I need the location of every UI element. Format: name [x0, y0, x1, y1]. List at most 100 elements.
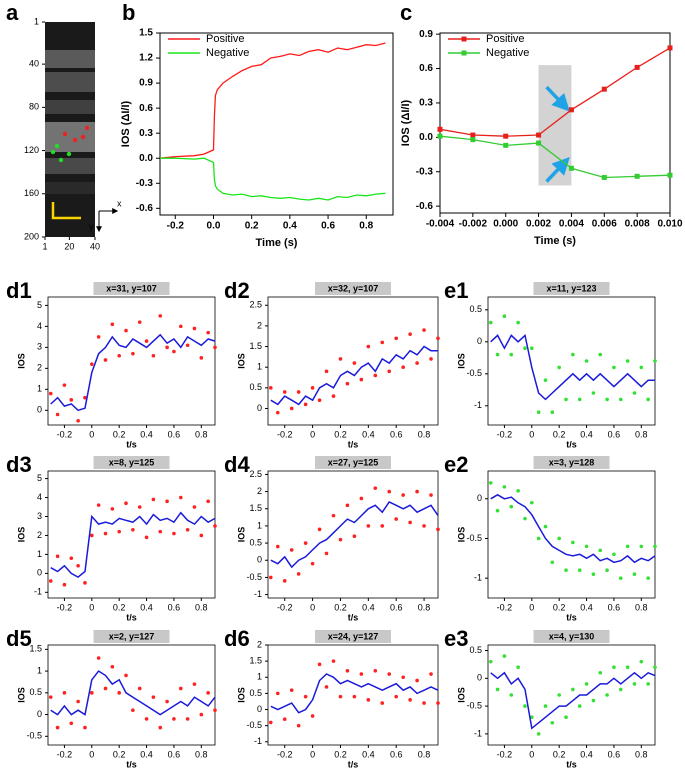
panel-title: x=31, y=107	[106, 283, 157, 293]
scatter-point	[516, 320, 520, 325]
x-tick-label: 0	[89, 602, 94, 612]
y-tick-label: 2	[257, 486, 262, 496]
panel-label: d6	[224, 626, 250, 651]
plot-frame	[439, 32, 671, 214]
smoothed-line	[490, 671, 656, 730]
scatter-point	[366, 344, 371, 349]
x-tick-label: 0	[529, 749, 534, 759]
y-tick-label: 0.5	[249, 537, 262, 547]
scatter-point	[69, 721, 74, 726]
smoothed-line	[50, 511, 216, 578]
x-tick-label: 0.6	[608, 602, 621, 612]
panel-title: x=2, y=127	[109, 631, 155, 641]
scatter-point	[591, 572, 596, 576]
y-tick-label: 2.5	[249, 469, 262, 479]
scatter-point	[429, 493, 433, 497]
scatter-point	[76, 699, 80, 704]
y-tick-label: -1	[34, 587, 42, 597]
scatter-point	[178, 495, 183, 500]
x-tick-label: -0.2	[167, 221, 185, 232]
scatter-point	[62, 691, 67, 695]
scatter-point	[653, 544, 657, 549]
scatter-point	[289, 688, 294, 692]
x-tick-label: 0.6	[321, 221, 335, 232]
scatter-point	[415, 361, 419, 365]
marker	[470, 137, 476, 143]
scatter-point	[137, 505, 142, 509]
y-tick-label: 4	[37, 492, 42, 502]
x-tick-label: -0.002	[459, 219, 488, 230]
scatter-point	[213, 524, 217, 528]
scatter-point	[352, 694, 357, 699]
scatter-point	[557, 536, 561, 541]
scatter-point	[509, 693, 514, 697]
scatter-point	[76, 419, 80, 423]
scatter-point	[137, 320, 142, 324]
x-tick-label: -0.2	[57, 749, 73, 759]
panel-label: d2	[224, 278, 250, 303]
scatter-point	[366, 698, 371, 702]
scatter-point	[639, 659, 644, 664]
y-tick-label: 0.3	[419, 98, 433, 109]
scatter-point	[380, 340, 385, 345]
x-tick-label: 0.2	[113, 602, 126, 612]
image-band	[45, 158, 95, 174]
plot-frame	[487, 296, 656, 426]
x-tick-label: 0.6	[168, 749, 181, 759]
scatter-point	[488, 659, 493, 664]
scatter-point	[653, 359, 657, 363]
scatter-point	[185, 527, 190, 532]
y-tick-label: -0.3	[136, 178, 154, 189]
marker	[437, 126, 443, 132]
x-tick-label: 0.2	[245, 221, 259, 232]
panel-label: d4	[224, 452, 250, 477]
x-tick-label: 0.6	[390, 749, 403, 759]
x-tick-label: 0	[529, 429, 534, 439]
marker	[568, 107, 574, 113]
y-axis-label: IOS	[236, 353, 246, 369]
scale-bar	[51, 202, 81, 220]
title-box	[533, 456, 610, 469]
scatter-point	[110, 664, 115, 669]
scatter-point	[380, 701, 385, 705]
x-tick-label: 0.002	[526, 219, 551, 230]
y-tick-label: 5	[37, 473, 42, 483]
y-tick-label: 200	[24, 231, 39, 241]
scatter-point	[523, 346, 527, 351]
x-tick-label: 0.8	[635, 429, 648, 439]
scatter-point	[103, 358, 108, 362]
scatter-point	[408, 332, 412, 336]
panel-title: x=4, y=130	[549, 631, 595, 641]
scatter-point	[178, 324, 183, 329]
y-axis-label: IOS	[456, 353, 466, 369]
scatter-point	[605, 397, 609, 402]
scatter-point	[625, 665, 630, 670]
scatter-point	[530, 346, 534, 351]
plot-frame	[47, 470, 216, 599]
image-band	[45, 100, 95, 114]
scatter-point	[639, 365, 644, 370]
marker	[601, 86, 607, 92]
marker	[601, 174, 607, 180]
series-line	[439, 135, 671, 179]
scatter-point	[618, 576, 623, 580]
image-band	[45, 182, 95, 194]
scatter-point	[324, 685, 329, 689]
image-band	[45, 50, 95, 68]
scatter-point	[653, 665, 657, 670]
y-tick-label: 5	[37, 300, 42, 310]
scatter-point	[577, 704, 582, 708]
y-tick-label: 0.5	[29, 687, 42, 697]
scatter-point	[165, 345, 169, 350]
scatter-point	[632, 572, 637, 576]
x-axis-label: Time (s)	[256, 237, 298, 249]
scatter-point	[296, 723, 301, 728]
scatter-point	[359, 377, 364, 382]
scatter-point	[55, 554, 60, 559]
scatter-point	[571, 352, 575, 357]
scatter-point	[516, 665, 520, 670]
scatter-point	[103, 531, 108, 536]
x-axis-label: t/s	[566, 439, 577, 449]
smoothed-line	[490, 493, 656, 564]
